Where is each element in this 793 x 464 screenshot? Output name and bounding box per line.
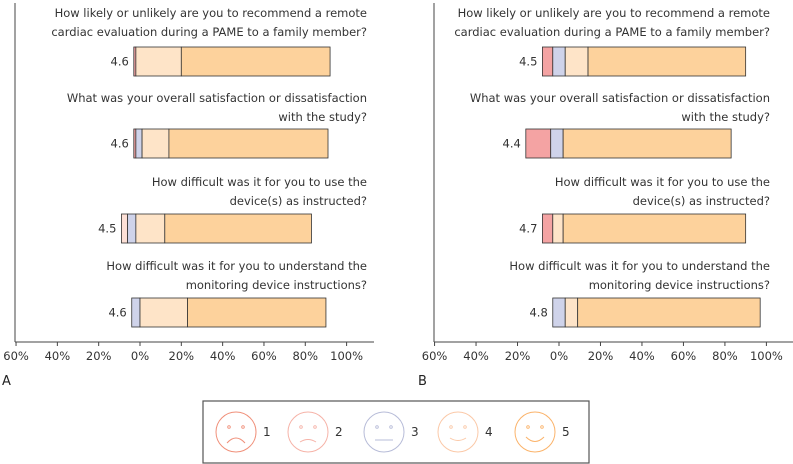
bar-segment-4 [564, 297, 579, 328]
x-tick-label: 60% [3, 349, 29, 363]
question-text: cardiac evaluation during a PAME to a fa… [51, 25, 367, 39]
question-text: with the study? [278, 110, 367, 124]
legend-label: 4 [485, 425, 493, 439]
x-tick-label: 60% [671, 349, 697, 363]
bar-segment-5 [164, 213, 312, 244]
x-tick-label: 0% [550, 349, 568, 363]
question-text: What was your overall satisfaction or di… [67, 91, 367, 105]
mean-score: 4.6 [108, 306, 126, 320]
x-tick-label: 40% [463, 349, 489, 363]
mean-score: 4.6 [111, 137, 129, 151]
legend-label: 3 [411, 425, 419, 439]
mean-score: 4.6 [111, 55, 129, 69]
question-text: cardiac evaluation during a PAME to a fa… [454, 25, 770, 39]
legend-label: 1 [263, 425, 271, 439]
mean-score: 4.7 [519, 222, 537, 236]
bar-segment-5 [187, 297, 327, 328]
x-tick-label: 20% [505, 349, 531, 363]
bar-segment-3 [131, 297, 141, 328]
bar-segment-3 [550, 128, 564, 159]
question-text: How likely or unlikely are you to recomm… [458, 6, 770, 20]
bar-segment-4 [139, 297, 188, 328]
question-text: device(s) as instructed? [230, 194, 367, 208]
x-tick-label: 20% [169, 349, 195, 363]
bar-segment-1 [525, 128, 552, 159]
x-tick-label: 60% [422, 349, 448, 363]
x-tick-label: 40% [210, 349, 236, 363]
bar-segment-2 [121, 213, 129, 244]
x-tick-label: 20% [588, 349, 614, 363]
bar-segment-5 [562, 213, 747, 244]
legend-frame [202, 400, 590, 464]
x-tick-label: 40% [629, 349, 655, 363]
x-tick-label: 40% [45, 349, 71, 363]
legend: 1 2 3 4 5 [202, 400, 590, 464]
mean-score: 4.5 [98, 222, 116, 236]
question-text: device(s) as instructed? [633, 194, 770, 208]
panel-b-label: B [418, 374, 427, 389]
legend-label: 5 [562, 425, 570, 439]
panel-a: 60% 40% 20% 0% 20% 40% 60% 80% 100% How likely or… [3, 3, 374, 363]
question-text: What was your overall satisfaction or di… [470, 91, 770, 105]
bar-segment-5 [168, 128, 329, 159]
legend-label: 2 [335, 425, 343, 439]
question-text: How difficult was it for you to understa… [509, 259, 770, 273]
panel-a-label: A [2, 374, 11, 389]
bar-segment-4 [552, 213, 564, 244]
question-text: monitoring device instructions? [589, 278, 770, 292]
neutral-face-icon [363, 411, 405, 453]
bar-segment-4 [135, 46, 182, 77]
unlikely-face-icon [287, 411, 329, 453]
bar-segment-5 [587, 46, 747, 77]
question-text: How difficult was it for you to understa… [106, 259, 367, 273]
bar-segment-3 [127, 213, 137, 244]
bar-segment-5 [577, 297, 761, 328]
very-unlikely-face-icon [215, 411, 257, 453]
bar-segment-3 [552, 297, 566, 328]
likely-face-icon [437, 411, 479, 453]
x-tick-label: 100% [330, 349, 363, 363]
bar-segment-4 [135, 213, 166, 244]
x-tick-label: 0% [131, 349, 149, 363]
bar-segment-5 [562, 128, 732, 159]
x-tick-label: 80% [292, 349, 318, 363]
bar-segment-5 [180, 46, 331, 77]
bar-segment-4 [141, 128, 170, 159]
mean-score: 4.8 [529, 306, 547, 320]
bar-segment-1 [542, 46, 554, 77]
panel-b: 60% 40% 20% 0% 20% 40% 60% 80% 100% How likely or… [422, 3, 793, 363]
mean-score: 4.5 [519, 55, 537, 69]
mean-score: 4.4 [503, 137, 521, 151]
x-tick-label: 20% [86, 349, 112, 363]
bar-segment-4 [564, 46, 589, 77]
bar-segment-1 [542, 213, 554, 244]
x-tick-label: 60% [251, 349, 277, 363]
question-text: with the study? [681, 110, 770, 124]
bar-segment-3 [552, 46, 566, 77]
x-tick-label: 100% [750, 349, 783, 363]
question-text: How difficult was it for you to use the [555, 175, 770, 189]
bar-segment-3 [135, 128, 143, 159]
question-text: monitoring device instructions? [186, 278, 367, 292]
x-tick-label: 80% [712, 349, 738, 363]
very-likely-face-icon [514, 411, 556, 453]
question-text: How likely or unlikely are you to recomm… [55, 6, 367, 20]
question-text: How difficult was it for you to use the [152, 175, 367, 189]
